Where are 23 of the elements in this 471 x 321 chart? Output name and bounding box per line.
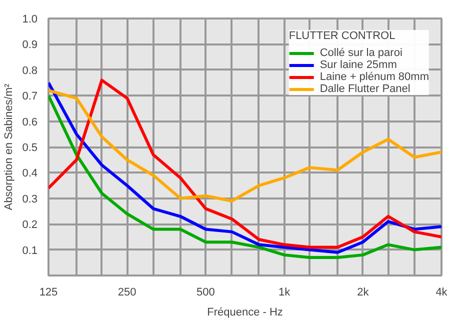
y-axis-title: Absorption en Sabines/m²: [3, 83, 16, 210]
y-tick-label: 0.1: [22, 244, 38, 257]
x-tick-label: 2k: [357, 286, 370, 298]
x-axis-title: Fréquence - Hz: [207, 306, 283, 318]
y-tick-label: 1.0: [22, 14, 38, 26]
y-tick-label: 0.2: [22, 219, 38, 232]
y-tick-label: 0.5: [22, 142, 38, 154]
x-tick-label: 500: [196, 286, 215, 298]
legend-label: Dalle Flutter Panel: [320, 83, 410, 95]
y-tick-label: 0.3: [22, 193, 38, 206]
x-tick-label: 4k: [436, 286, 448, 298]
x-tick-label: 250: [118, 286, 136, 298]
legend-label: Sur laine 25mm: [320, 59, 397, 71]
y-tick-label: 0.7: [22, 90, 38, 103]
x-tick-label: 1k: [278, 286, 291, 298]
y-tick-label: 0.6: [22, 116, 38, 128]
y-tick-label: 0.9: [22, 39, 38, 52]
y-tick-label: 0.4: [22, 168, 38, 180]
y-tick-label: 0.8: [22, 64, 38, 77]
legend-label: Collé sur la paroi: [320, 47, 402, 59]
legend-label: Laine + plénum 80mm: [320, 71, 429, 83]
x-tick-label: 125: [39, 286, 58, 298]
legend-title: FLUTTER CONTROL: [288, 30, 396, 42]
